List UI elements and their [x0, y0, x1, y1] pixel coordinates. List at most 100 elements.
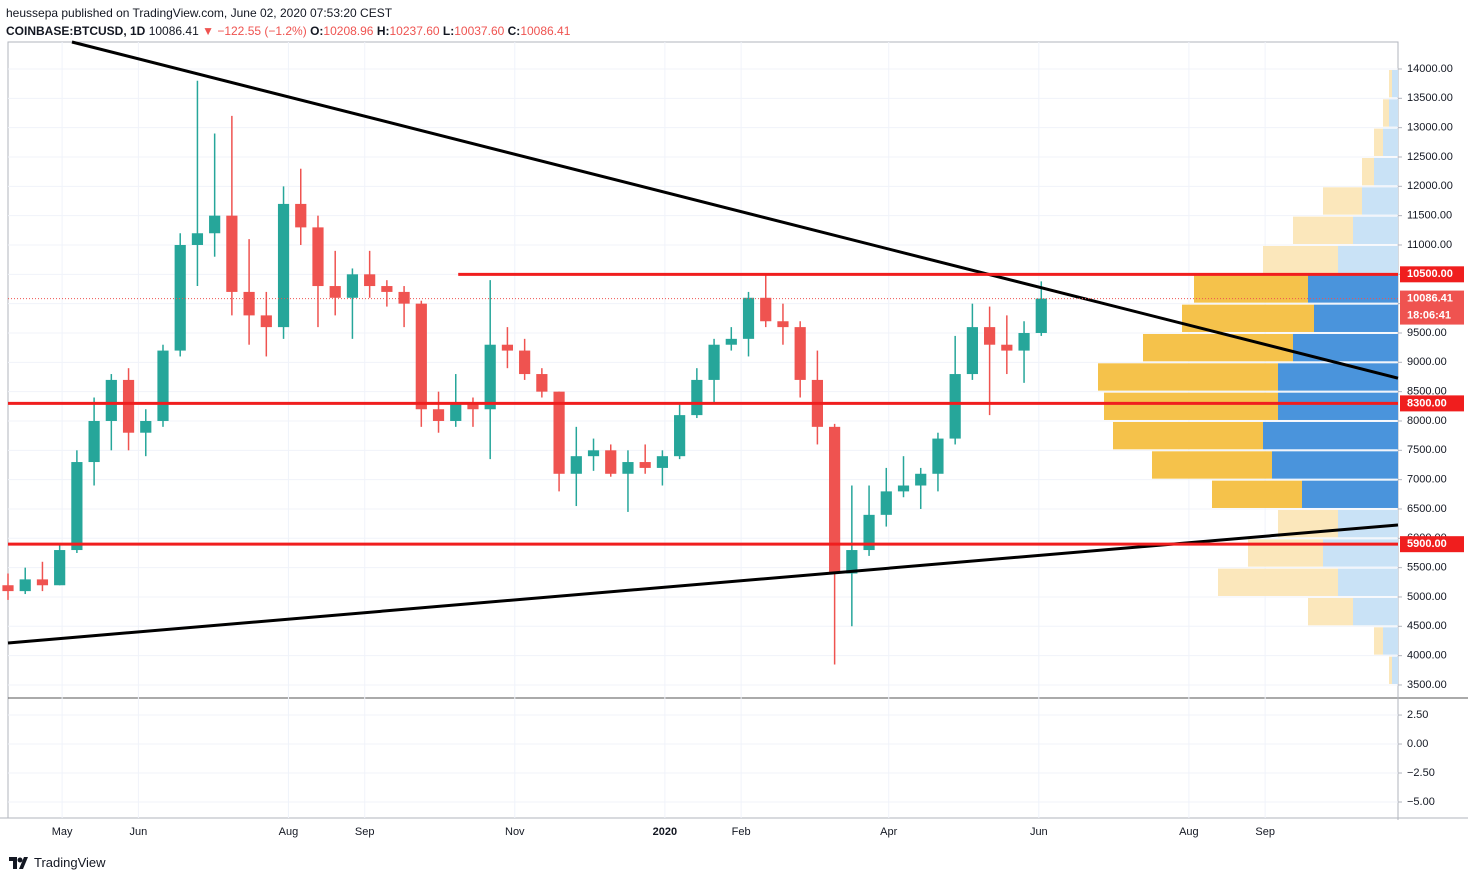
y-tick-label: 11000.00 [1407, 239, 1452, 251]
candle-body [71, 462, 83, 551]
candle-body [674, 415, 686, 457]
candle-body [36, 579, 49, 586]
candle-body [846, 550, 858, 574]
candle-body [897, 485, 910, 492]
volume-profile-up [1374, 157, 1398, 186]
y-tick-label: 12000.00 [1407, 180, 1453, 192]
candle-body [381, 286, 393, 292]
ohlc-label: C: [507, 24, 521, 38]
candle-body [829, 426, 841, 574]
candle-body [140, 420, 152, 433]
level-tag [1400, 266, 1464, 283]
volume-profile-total [1308, 597, 1353, 626]
y-tick-label: 13500.00 [1407, 92, 1453, 104]
volume-profile-up [1314, 304, 1398, 332]
candle-body [519, 350, 531, 375]
candle-body [415, 303, 427, 410]
y-tick-label: 9000.00 [1407, 356, 1447, 368]
candle-body [622, 462, 634, 474]
logo [9, 856, 28, 869]
candle-body [501, 344, 514, 351]
volume-profile-up [1338, 245, 1398, 274]
candle-body [2, 585, 14, 592]
publisher: heussepa published on TradingView.com, J… [6, 6, 393, 20]
x-tick-label: May [52, 826, 73, 838]
candle-body [760, 297, 772, 322]
x-tick-label: Sep [1255, 826, 1275, 838]
countdown: 18:06:41 [1407, 309, 1451, 321]
candle-body [553, 391, 565, 474]
y-tick-label: −5.00 [1407, 796, 1435, 808]
candle-body [639, 462, 651, 468]
candle-body [570, 456, 582, 474]
volume-profile-total [1293, 216, 1353, 244]
candle-body [54, 550, 66, 586]
x-tick-label: Feb [732, 826, 751, 838]
ohlc-value: 10237.60 [389, 24, 440, 38]
ohlc-label: H: [376, 24, 390, 38]
y-tick-label: 14000.00 [1407, 63, 1453, 75]
candle-body [484, 344, 496, 410]
candle-body [364, 274, 376, 287]
y-tick-label: 5500.00 [1407, 562, 1447, 574]
volume-profile-up [1383, 627, 1398, 655]
y-tick-label: 12500.00 [1407, 151, 1453, 163]
y-tick-label: 8500.00 [1407, 386, 1447, 398]
candle-body [467, 403, 479, 410]
volume-profile-up [1338, 568, 1398, 596]
candle-body [243, 291, 255, 316]
candle-body [398, 291, 410, 304]
candle-body [191, 233, 204, 245]
y-tick-label: 6500.00 [1407, 503, 1447, 515]
candle-body [122, 379, 135, 433]
x-tick-label: Nov [505, 826, 525, 838]
brand[interactable]: TradingView [8, 855, 106, 870]
volume-profile-total [1263, 245, 1338, 274]
volume-profile-up [1353, 216, 1398, 244]
candle-body [312, 227, 324, 287]
volume-profile-total [1113, 421, 1263, 450]
x-tick-label: Jun [130, 826, 148, 838]
candle-body [1035, 298, 1047, 333]
y-tick-label: 2.50 [1407, 709, 1428, 721]
candle-body [19, 579, 31, 592]
volume-profile-up [1278, 363, 1398, 391]
level-label: 5900.00 [1407, 538, 1447, 550]
ohlc-value: 10037.60 [454, 24, 505, 38]
volume-profile-up [1338, 509, 1398, 538]
trend-line [7, 523, 1399, 645]
y-tick-label: 3500.00 [1407, 679, 1447, 691]
level-tag [1400, 536, 1464, 553]
candle-body [708, 344, 720, 380]
candle-body [277, 203, 290, 328]
y-tick-label: 4500.00 [1407, 620, 1447, 632]
candle-body [742, 297, 755, 339]
level-tag [1400, 395, 1464, 412]
volume-profile-up [1362, 187, 1398, 215]
candle-body [777, 321, 789, 328]
candle-body [329, 286, 341, 298]
volume-profile-total [1374, 627, 1383, 655]
x-tick-label: 2020 [653, 826, 677, 838]
volume-profile-total [1374, 128, 1383, 156]
volume-profile-up [1383, 128, 1398, 156]
y-tick-label: 8000.00 [1407, 415, 1447, 427]
candle-body [984, 327, 996, 345]
volume-profile-up [1392, 69, 1398, 98]
candle-body [605, 450, 617, 474]
candle-body [1018, 332, 1030, 351]
level-label: 10500.00 [1407, 268, 1453, 280]
volume-profile-total [1383, 99, 1389, 127]
ohlc-value: 10086.41 [520, 24, 571, 38]
candle-body [863, 514, 875, 551]
volume-profile-up [1278, 392, 1398, 420]
candle-body [226, 215, 238, 292]
last-price-label: 10086.41 [1407, 292, 1453, 304]
volume-profile-up [1392, 656, 1398, 684]
symbol: COINBASE:BTCUSD, 1D [6, 24, 146, 38]
volume-profile-up [1353, 597, 1398, 626]
candle-body [450, 403, 462, 421]
ohlc-label: O: [310, 24, 324, 38]
volume-profile-up [1272, 451, 1398, 479]
y-tick-label: 4000.00 [1407, 650, 1447, 662]
